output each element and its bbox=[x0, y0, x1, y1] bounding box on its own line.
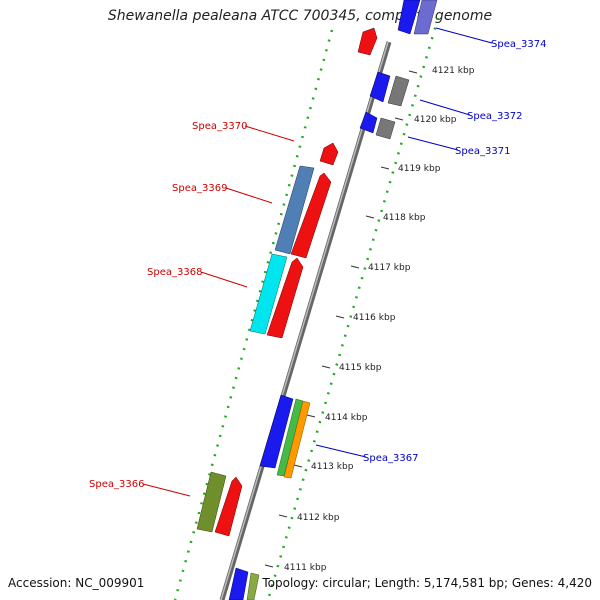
label-line bbox=[200, 271, 248, 288]
genome-stats-text: Topology: circular; Length: 5,174,581 bp… bbox=[262, 576, 592, 590]
tick-label: 4116 kbp bbox=[353, 313, 396, 323]
accession-text: Accession: NC_009901 bbox=[8, 576, 145, 590]
tick-label: 4111 kbp bbox=[284, 563, 327, 573]
gene-spea-3372[interactable] bbox=[369, 71, 410, 107]
gene-spea-3374[interactable] bbox=[397, 0, 438, 35]
label-line bbox=[142, 483, 191, 497]
gene-spea-3371[interactable] bbox=[359, 111, 396, 140]
gene-spea-3366[interactable] bbox=[196, 471, 243, 537]
gene-label-spea-3370[interactable]: Spea_3370 bbox=[192, 121, 247, 132]
genome-backbone bbox=[219, 41, 392, 600]
tick-label: 4115 kbp bbox=[339, 363, 382, 373]
label-line bbox=[407, 136, 459, 151]
gene-label-spea-3366[interactable]: Spea_3366 bbox=[89, 479, 144, 490]
gene-label-spea-3372[interactable]: Spea_3372 bbox=[467, 111, 522, 122]
inner-dotted-track bbox=[266, 17, 440, 600]
gene-red-top[interactable] bbox=[357, 27, 378, 56]
label-line bbox=[225, 187, 273, 204]
label-line bbox=[244, 125, 295, 142]
gene-label-spea-3374[interactable]: Spea_3374 bbox=[491, 39, 546, 50]
tick-label: 4119 kbp bbox=[398, 164, 441, 174]
gene-spea-3368[interactable] bbox=[249, 253, 304, 339]
gene-label-spea-3371[interactable]: Spea_3371 bbox=[455, 146, 510, 157]
tick-label: 4112 kbp bbox=[297, 513, 340, 523]
map-title: Shewanella pealeana ATCC 700345, complet… bbox=[107, 8, 493, 24]
tick-label: 4120 kbp bbox=[414, 115, 457, 125]
gene-label-spea-3367[interactable]: Spea_3367 bbox=[363, 453, 418, 464]
label-line bbox=[419, 99, 471, 116]
gene-spea-3370[interactable] bbox=[319, 142, 339, 166]
gene-bottom-forward[interactable] bbox=[228, 567, 260, 600]
gene-label-spea-3369[interactable]: Spea_3369 bbox=[172, 183, 227, 194]
tick-label: 4121 kbp bbox=[432, 66, 475, 76]
label-line bbox=[435, 27, 493, 44]
tick-label: 4117 kbp bbox=[368, 263, 411, 273]
tick-label: 4113 kbp bbox=[311, 462, 354, 472]
label-line bbox=[315, 444, 367, 458]
gene-label-spea-3368[interactable]: Spea_3368 bbox=[147, 267, 202, 278]
tick-label: 4114 kbp bbox=[325, 413, 368, 423]
tick-marks bbox=[264, 70, 418, 568]
gene-spea-3367[interactable] bbox=[259, 394, 311, 479]
tick-label: 4118 kbp bbox=[383, 213, 426, 223]
gene-spea-3369[interactable] bbox=[274, 165, 332, 259]
